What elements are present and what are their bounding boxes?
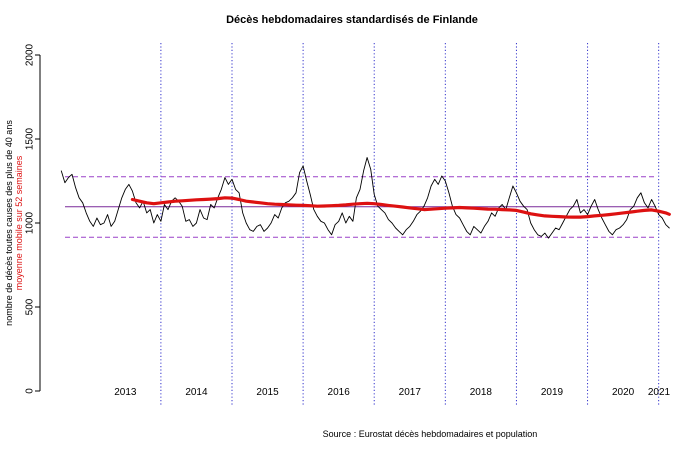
chart-title: Décès hebdomadaires standardisés de Finl… bbox=[226, 14, 478, 26]
year-labels: 2013 2014 2015 2016 2017 2018 2019 2020 2021 bbox=[114, 387, 670, 398]
year-divider-lines bbox=[160, 43, 660, 405]
year-label: 2021 bbox=[648, 387, 671, 398]
year-label: 2013 bbox=[114, 387, 137, 398]
source-note: Source : Eurostat décès hebdomadaires et… bbox=[323, 429, 538, 439]
y-tick-label: 1000 bbox=[25, 211, 36, 234]
moving-average-series bbox=[130, 196, 671, 219]
y-ticks: 0 500 1000 1500 2000 bbox=[25, 43, 40, 394]
y-axis-label-secondary: moyenne mobile sur 52 semaines bbox=[14, 155, 24, 290]
year-label: 2018 bbox=[470, 387, 493, 398]
year-label: 2020 bbox=[612, 387, 635, 398]
year-label: 2015 bbox=[256, 387, 279, 398]
y-tick-label: 2000 bbox=[25, 43, 36, 66]
y-axis-label: nombre de décès toutes causes des plus d… bbox=[4, 120, 14, 326]
weekly-deaths-line bbox=[60, 157, 670, 239]
weekly-deaths-series bbox=[60, 157, 670, 239]
y-tick-label: 1500 bbox=[25, 127, 36, 150]
year-label: 2017 bbox=[399, 387, 422, 398]
y-tick-label: 500 bbox=[25, 298, 36, 315]
year-label: 2014 bbox=[185, 387, 208, 398]
y-tick-label: 0 bbox=[25, 388, 36, 394]
year-label: 2019 bbox=[541, 387, 564, 398]
moving-average-line bbox=[130, 196, 671, 219]
plot-frame bbox=[40, 55, 680, 391]
year-label: 2016 bbox=[328, 387, 351, 398]
